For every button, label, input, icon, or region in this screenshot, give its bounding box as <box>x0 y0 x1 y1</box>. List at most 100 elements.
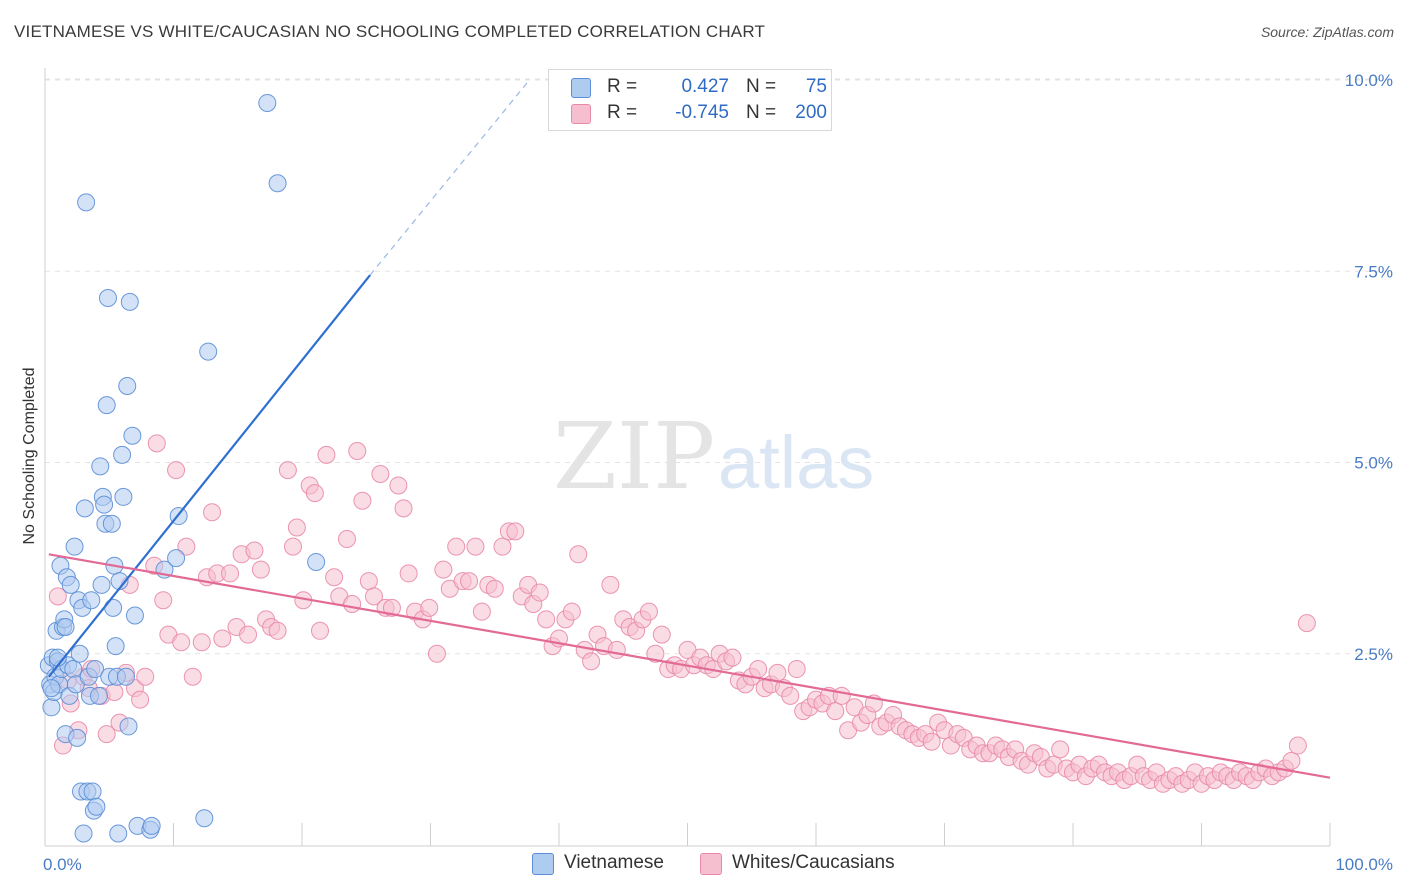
whites-point-110 <box>723 648 742 667</box>
whites-point-33 <box>239 625 258 644</box>
vietnamese-point-70 <box>268 174 287 193</box>
whites-point-53 <box>359 572 378 591</box>
whites-point-59 <box>394 499 413 518</box>
vietnamese-point-23 <box>70 644 89 663</box>
vietnamese-point-27 <box>75 499 94 518</box>
legend-r-value: 0.427 <box>681 76 729 97</box>
watermark-atlas: atlas <box>718 421 874 504</box>
whites-point-81 <box>537 610 556 629</box>
y-tick-label-2: 7.5% <box>1354 262 1393 281</box>
whites-point-29 <box>213 629 232 648</box>
whites-point-22 <box>172 633 191 652</box>
whites-point-49 <box>337 530 356 548</box>
legend-n-label: N = <box>746 102 777 123</box>
whites-point-76 <box>506 522 525 541</box>
whites-point-15 <box>131 690 150 709</box>
series-whites-points <box>48 434 1316 793</box>
vietnamese-point-17 <box>61 575 80 594</box>
legend-r-label: R = <box>607 102 638 123</box>
whites-point-19 <box>154 591 173 610</box>
whites-point-119 <box>781 686 800 705</box>
vietnamese-point-67 <box>195 809 214 828</box>
watermark-zip: ZIP <box>553 403 715 510</box>
y-tick-label-1: 5.0% <box>1354 454 1393 473</box>
vietnamese-point-43 <box>97 396 116 415</box>
source-label: Source: ZipAtlas.com <box>1260 24 1394 40</box>
x-tick-label-0: 0.0% <box>43 855 82 874</box>
whites-point-54 <box>364 587 383 606</box>
vietnamese-point-72 <box>42 679 61 698</box>
whites-point-55 <box>371 464 390 483</box>
vietnamese-point-57 <box>119 717 138 736</box>
legend-n-value: 75 <box>805 76 827 97</box>
vietnamese-point-32 <box>82 591 101 610</box>
vietnamese-point-46 <box>102 514 121 533</box>
vietnamese-point-69 <box>258 93 277 112</box>
vietnamese-point-56 <box>118 377 137 395</box>
vietnamese-point-33 <box>83 782 102 801</box>
trend-lines <box>47 79 1331 779</box>
chart-title: VIETNAMESE VS WHITE/CAUCASIAN NO SCHOOLI… <box>14 22 766 41</box>
whites-point-21 <box>167 461 186 480</box>
vietnamese-point-65 <box>167 549 186 568</box>
vietnamese-point-37 <box>89 686 108 705</box>
whites-point-9 <box>97 725 116 744</box>
legend-n-value: 200 <box>795 102 827 123</box>
whites-point-58 <box>389 476 408 495</box>
trend-line-vietnamese-extension <box>369 79 530 276</box>
whites-point-34 <box>245 541 264 560</box>
legend-swatch-whites <box>700 853 722 875</box>
whites-point-74 <box>493 537 512 556</box>
stats-legend: R = 0.427 N = 75 R = -0.745 N = 200 <box>548 69 832 131</box>
whites-point-57 <box>382 598 401 617</box>
whites-point-10 <box>105 683 124 701</box>
whites-point-39 <box>278 461 297 480</box>
whites-point-69 <box>460 572 479 591</box>
whites-point-117 <box>768 663 787 682</box>
legend-r-value: -0.745 <box>675 102 729 123</box>
vietnamese-point-39 <box>92 575 111 594</box>
whites-point-23 <box>177 537 196 556</box>
trend-line-vietnamese <box>47 274 371 678</box>
whites-point-35 <box>251 560 270 579</box>
whites-point-63 <box>420 598 439 617</box>
vietnamese-point-60 <box>125 606 144 625</box>
vietnamese-point-26 <box>74 824 93 843</box>
legend-label-whites: Whites/Caucasians <box>732 852 895 873</box>
whites-point-67 <box>447 537 466 556</box>
vietnamese-point-44 <box>98 289 117 308</box>
whites-point-161 <box>1051 740 1070 759</box>
whites-point-86 <box>569 545 588 564</box>
whites-point-50 <box>343 595 362 614</box>
whites-point-27 <box>203 503 222 522</box>
whites-point-97 <box>639 602 658 621</box>
whites-point-73 <box>485 579 504 598</box>
whites-point-52 <box>353 491 372 510</box>
legend-swatch-vietnamese <box>532 853 554 875</box>
whites-point-120 <box>787 660 806 679</box>
trend-line-whites <box>48 553 1331 779</box>
whites-point-70 <box>466 537 485 556</box>
vietnamese-point-18 <box>64 660 83 679</box>
whites-point-85 <box>562 602 581 621</box>
whites-point-80 <box>530 583 549 602</box>
whites-point-30 <box>221 564 240 583</box>
whites-point-141 <box>922 732 941 751</box>
y-tick-label-3: 10.0% <box>1345 71 1393 90</box>
whites-point-25 <box>192 633 211 652</box>
vietnamese-point-49 <box>106 637 125 656</box>
vietnamese-point-53 <box>113 445 132 464</box>
whites-point-71 <box>472 602 491 621</box>
vietnamese-point-68 <box>199 342 218 361</box>
whites-point-99 <box>652 625 671 644</box>
legend-swatch-vietnamese <box>571 78 591 98</box>
whites-point-198 <box>1288 736 1307 755</box>
vietnamese-point-19 <box>65 537 84 556</box>
whites-point-88 <box>582 652 601 671</box>
vietnamese-point-51 <box>109 824 128 843</box>
whites-point-51 <box>348 442 367 461</box>
whites-point-60 <box>399 564 418 583</box>
legend-n-label: N = <box>746 76 777 97</box>
whites-point-199 <box>1297 614 1316 633</box>
whites-point-45 <box>310 621 329 640</box>
